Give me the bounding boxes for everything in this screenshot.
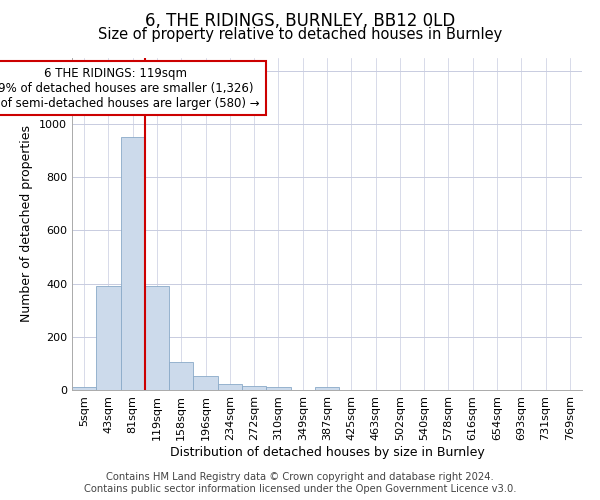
Bar [218, 384, 242, 390]
Bar [169, 362, 193, 390]
Bar [121, 138, 145, 390]
X-axis label: Distribution of detached houses by size in Burnley: Distribution of detached houses by size … [170, 446, 484, 458]
Y-axis label: Number of detached properties: Number of detached properties [20, 125, 34, 322]
Bar [145, 286, 169, 390]
Bar [315, 388, 339, 390]
Bar [266, 388, 290, 390]
Text: 6 THE RIDINGS: 119sqm
← 69% of detached houses are smaller (1,326)
30% of semi-d: 6 THE RIDINGS: 119sqm ← 69% of detached … [0, 66, 260, 110]
Bar [242, 386, 266, 390]
Bar [193, 376, 218, 390]
Bar [72, 388, 96, 390]
Bar [96, 286, 121, 390]
Text: 6, THE RIDINGS, BURNLEY, BB12 0LD: 6, THE RIDINGS, BURNLEY, BB12 0LD [145, 12, 455, 30]
Text: Contains HM Land Registry data © Crown copyright and database right 2024.
Contai: Contains HM Land Registry data © Crown c… [84, 472, 516, 494]
Text: Size of property relative to detached houses in Burnley: Size of property relative to detached ho… [98, 28, 502, 42]
